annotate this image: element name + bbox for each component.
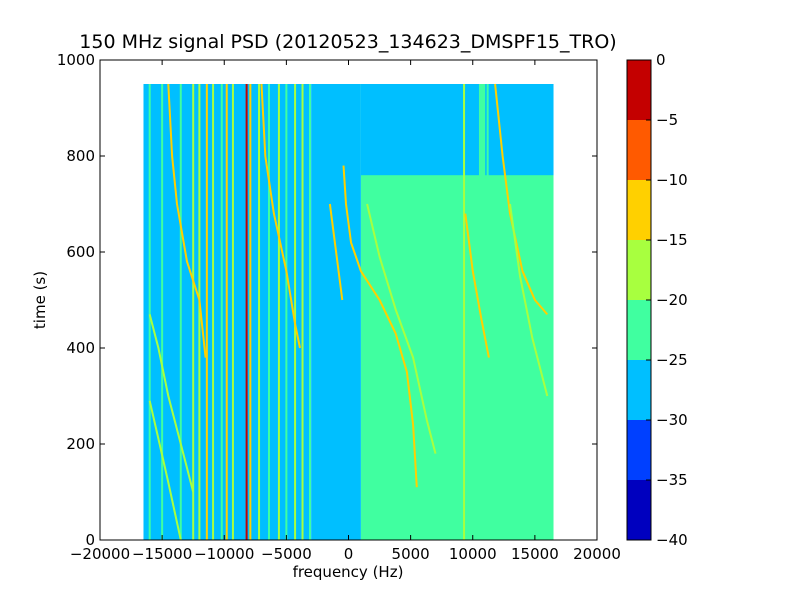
y-axis: 0 200 400 600 800 1000 — [57, 51, 597, 549]
colorbar-tick-label: −40 — [656, 531, 688, 549]
heatmap-region — [485, 84, 554, 176]
colorbar-segment — [627, 420, 651, 480]
heatmap-region — [360, 84, 479, 176]
colorbar-segment — [627, 120, 651, 180]
colorbar-tick-label: −20 — [656, 291, 688, 309]
colorbar: −40 −35 −30 −25 −20 −15 −10 −5 0 — [626, 51, 688, 549]
x-tick-label: 5000 — [392, 545, 430, 563]
x-tick-label: 15000 — [511, 545, 559, 563]
y-tick-label: 600 — [66, 243, 95, 261]
y-axis-label: time (s) — [31, 271, 49, 329]
colorbar-segment — [627, 300, 651, 360]
x-tick-label: −5000 — [261, 545, 312, 563]
doppler-track — [342, 165, 418, 488]
doppler-track — [167, 83, 207, 358]
plot-area: −20000 −15000 −10000 −5000 0 5000 10000 15000 20… — [57, 51, 621, 563]
colorbar-segment — [627, 480, 651, 540]
doppler-track — [260, 83, 301, 349]
x-axis: −20000 −15000 −10000 −5000 0 5000 10000 15000 20… — [70, 60, 621, 563]
x-tick-label: 20000 — [573, 545, 621, 563]
doppler-track — [148, 314, 195, 493]
x-tick-label: 10000 — [449, 545, 497, 563]
colorbar-tick-label: −15 — [656, 231, 688, 249]
colorbar-segment — [627, 240, 651, 300]
doppler-track — [464, 213, 490, 358]
colorbar-tick-label: 0 — [656, 51, 666, 69]
colorbar-segment — [627, 180, 651, 240]
colorbar-tick-label: −10 — [656, 171, 688, 189]
y-tick-label: 0 — [85, 531, 95, 549]
x-tick-label: 0 — [344, 545, 354, 563]
colorbar-tick-label: −5 — [656, 111, 678, 129]
doppler-track — [509, 203, 549, 397]
y-tick-label: 800 — [66, 147, 95, 165]
doppler-track — [366, 203, 437, 454]
y-tick-label: 200 — [66, 435, 95, 453]
x-axis-label: frequency (Hz) — [293, 563, 404, 581]
doppler-track — [148, 400, 182, 541]
colorbar-tick-label: −30 — [656, 411, 688, 429]
heatmap-region — [311, 84, 361, 540]
colorbar-segment — [627, 360, 651, 420]
x-tick-label: −15000 — [132, 545, 192, 563]
x-tick-label: −10000 — [194, 545, 254, 563]
doppler-track — [328, 203, 344, 301]
y-tick-label: 400 — [66, 339, 95, 357]
y-tick-label: 1000 — [57, 51, 95, 69]
heatmap — [143, 83, 554, 541]
colorbar-segment — [627, 60, 651, 120]
colorbar-tick-label: −25 — [656, 351, 688, 369]
colorbar-tick-label: −35 — [656, 471, 688, 489]
chart-title: 150 MHz signal PSD (20120523_134623_DMSP… — [79, 31, 616, 53]
x-tick-label: −20000 — [70, 545, 130, 563]
